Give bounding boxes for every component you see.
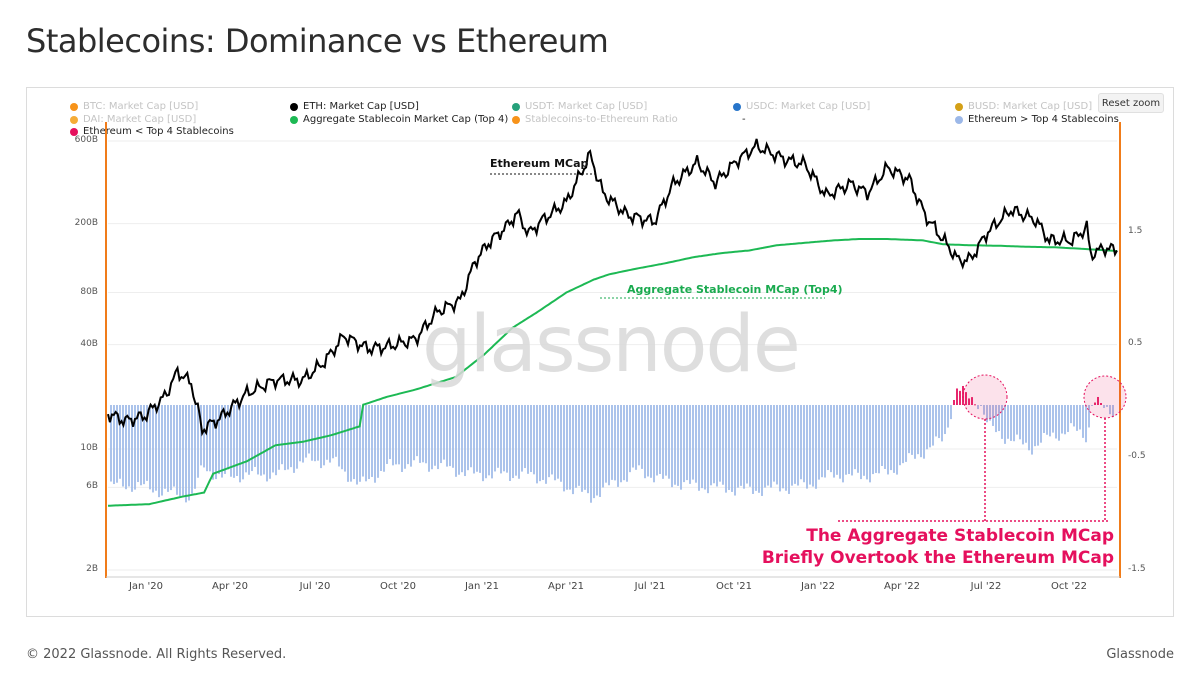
legend-label: BTC: Market Cap [USD] [83,101,199,112]
legend-marker-icon [70,115,78,124]
legend-item[interactable]: BTC: Market Cap [USD] [70,101,198,112]
x-tick-label: Apr '22 [884,581,920,592]
legend-marker-icon [70,102,78,111]
x-tick-label: Oct '20 [380,581,416,592]
x-tick-label: Jan '21 [464,581,500,592]
legend-label: Stablecoins-to-Ethereum Ratio [525,114,678,125]
legend-marker-icon [733,102,741,111]
legend-label: Ethereum > Top 4 Stablecoins [968,114,1119,125]
legend-label: USDC: Market Cap [USD] [746,101,871,112]
legend-item[interactable]: USDC: Market Cap [USD] [733,101,870,112]
reset-zoom-button[interactable]: Reset zoom [1098,93,1164,113]
callout-line-2: Briefly Overtook the Ethereum MCap [761,548,1114,568]
x-tick-label: Jul '22 [970,581,1002,592]
y-right-tick-label: 1.5 [1128,226,1143,236]
eth-annotation: Ethereum MCap [490,157,589,170]
y-left-tick-label: 600B [74,135,98,145]
legend-item[interactable]: Stablecoins-to-Ethereum Ratio [512,114,678,125]
legend-item[interactable]: USDT: Market Cap [USD] [512,101,647,112]
x-tick-label: Jul '20 [299,581,331,592]
y-left-tick-label: 200B [74,217,98,228]
legend-marker-icon [290,102,298,111]
page-title: Stablecoins: Dominance vs Ethereum [26,22,609,60]
footer-brand: Glassnode [1106,647,1174,662]
x-tick-label: Oct '21 [716,581,752,592]
y-right-tick-label: 0.5 [1128,338,1143,348]
legend-label: - [742,114,746,125]
x-tick-label: Jan '22 [800,581,836,592]
y-left-tick-label: 40B [80,338,98,349]
y-left-tick-label: 2B [86,564,98,574]
x-tick-label: Jan '20 [128,581,164,592]
legend-label: USDT: Market Cap [USD] [525,101,648,112]
y-left-tick-label: 6B [86,481,98,492]
x-tick-label: Apr '21 [548,581,584,592]
legend-item[interactable]: Ethereum > Top 4 Stablecoins [955,114,1119,125]
watermark: glassnode [422,300,801,390]
legend-label: BUSD: Market Cap [USD] [968,101,1093,112]
legend-label: DAI: Market Cap [USD] [83,114,197,125]
legend-item[interactable]: BUSD: Market Cap [USD] [955,101,1092,112]
y-right-tick-label: -1.5 [1128,564,1146,574]
legend-item[interactable]: ETH: Market Cap [USD] [290,101,419,112]
legend-item[interactable]: DAI: Market Cap [USD] [70,114,196,125]
x-tick-label: Apr '20 [212,581,248,592]
y-right-tick-label: -0.5 [1128,451,1146,461]
legend-marker-icon [955,102,963,111]
legend-marker-icon [955,115,963,124]
x-tick-label: Jul '21 [634,581,666,592]
stable-annotation: Aggregate Stablecoin MCap (Top4) [627,283,843,296]
legend-item[interactable]: Aggregate Stablecoin Market Cap (Top 4) [290,114,508,125]
y-left-tick-label: 80B [80,286,98,297]
legend-marker-icon [70,127,78,136]
x-tick-label: Oct '22 [1051,581,1087,592]
legend-marker-icon [512,102,520,111]
legend-label: Ethereum < Top 4 Stablecoins [83,126,234,137]
legend-marker-icon [290,115,298,124]
legend-label: ETH: Market Cap [USD] [303,101,419,112]
legend-label: Aggregate Stablecoin Market Cap (Top 4) [303,114,509,125]
legend-item[interactable]: - [742,114,746,125]
footer-copyright: © 2022 Glassnode. All Rights Reserved. [26,647,287,662]
legend-marker-icon [512,115,520,124]
legend-item[interactable]: Ethereum < Top 4 Stablecoins [70,126,234,137]
y-left-tick-label: 10B [80,442,98,453]
callout-line-1: The Aggregate Stablecoin MCap [806,526,1114,546]
